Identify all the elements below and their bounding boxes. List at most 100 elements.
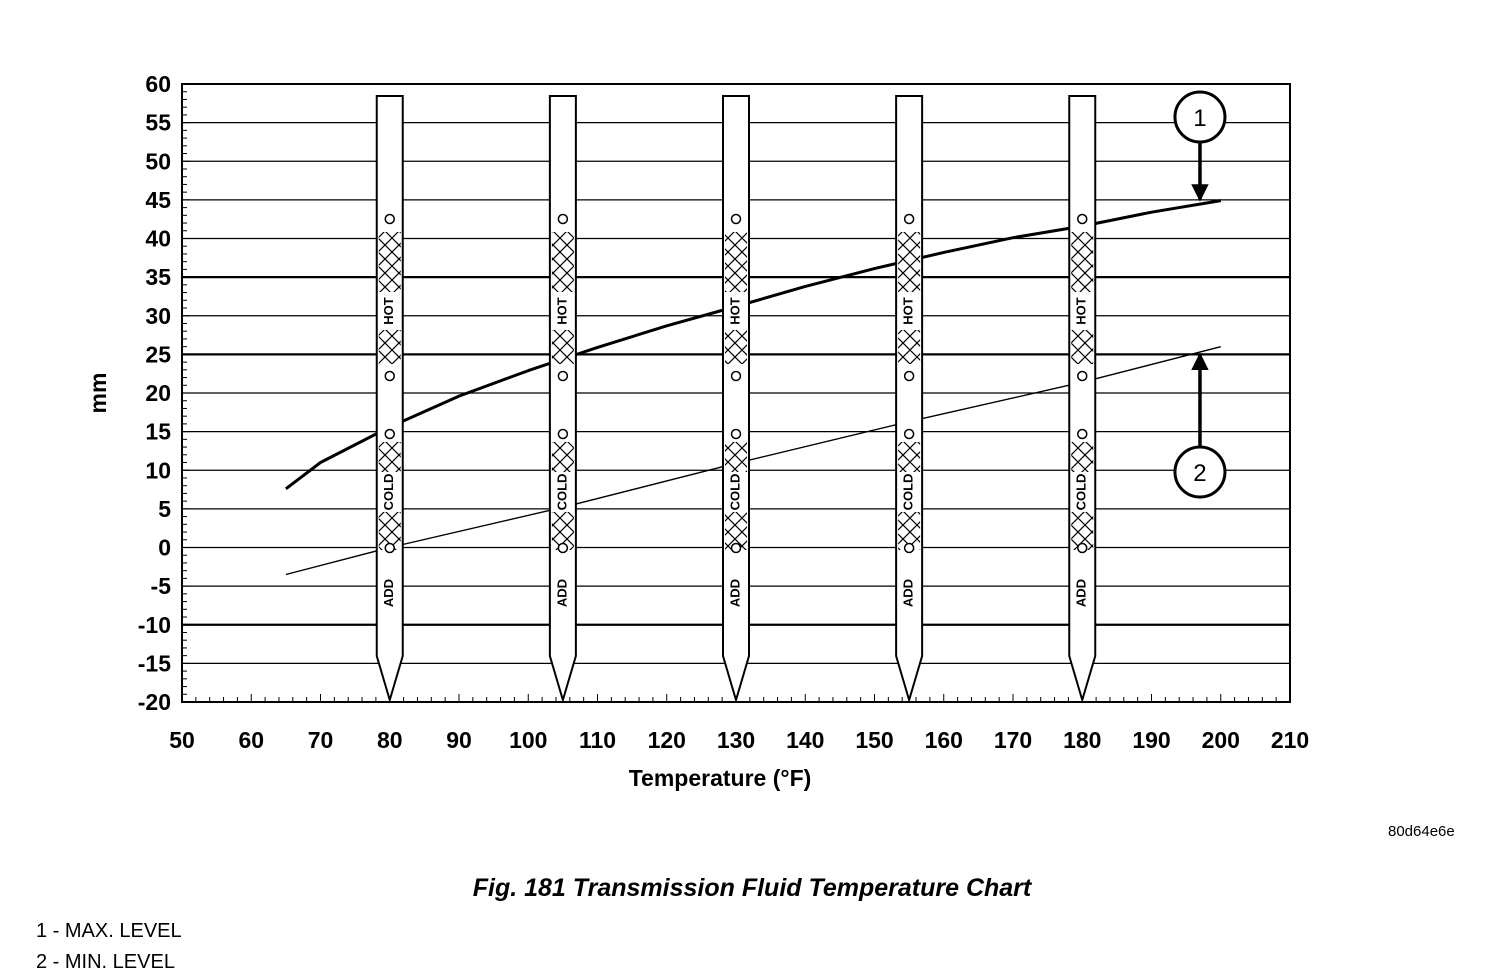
y-tick-label: 5 bbox=[158, 496, 171, 522]
y-tick-label: 0 bbox=[158, 535, 171, 561]
hot-zone-hatch bbox=[378, 232, 401, 292]
x-tick-label: 100 bbox=[509, 727, 547, 753]
dipstick-body bbox=[548, 95, 577, 704]
dipstick-label-hot: HOT bbox=[1074, 297, 1089, 325]
x-tick-label: 210 bbox=[1271, 727, 1309, 753]
dipstick-hole bbox=[1077, 370, 1088, 382]
dipstick-hole bbox=[730, 428, 742, 440]
dipstick-hole bbox=[1077, 213, 1088, 225]
dipstick-label-add: ADD bbox=[554, 579, 569, 607]
hot-zone-hatch bbox=[898, 232, 921, 292]
x-tick-label: 90 bbox=[446, 727, 472, 753]
y-tick-label: 50 bbox=[145, 148, 171, 174]
y-tick-label: -15 bbox=[138, 650, 171, 676]
dipstick-label-add: ADD bbox=[381, 579, 396, 607]
y-tick-label: 15 bbox=[145, 419, 171, 445]
cold-zone-hatch bbox=[1071, 512, 1094, 550]
dipstick-body bbox=[375, 95, 404, 704]
x-tick-label: 150 bbox=[855, 727, 893, 753]
y-tick-label: 20 bbox=[145, 380, 171, 406]
dipstick-body bbox=[1068, 95, 1097, 704]
dipstick-hole bbox=[557, 213, 569, 225]
dipstick-label-hot: HOT bbox=[554, 297, 569, 325]
cold-zone-hatch bbox=[898, 512, 921, 550]
dipstick-hole bbox=[557, 542, 569, 554]
y-tick-label: -20 bbox=[138, 689, 171, 715]
dipstick-body bbox=[895, 95, 924, 704]
dipstick-hole bbox=[903, 370, 915, 382]
dipstick-label-cold: COLD bbox=[1074, 474, 1089, 511]
cold-zone-hatch bbox=[1071, 442, 1094, 472]
y-tick-label: 30 bbox=[145, 303, 171, 329]
dipstick-hole bbox=[903, 213, 915, 225]
cold-zone-hatch bbox=[378, 442, 401, 472]
plot-frame bbox=[181, 83, 1291, 703]
series-line-1 bbox=[284, 199, 1222, 490]
cold-zone-hatch bbox=[378, 512, 401, 550]
x-axis-title: Temperature (°F) bbox=[629, 765, 812, 791]
tick-labels: -20 -15 -10 -5 0 5 10 15 20 25 30 35 40 45 50 55 60 50 60 7… bbox=[138, 71, 1309, 753]
dipstick-105: HOT COLD ADD bbox=[548, 95, 577, 704]
cold-zone-hatch bbox=[898, 442, 921, 472]
dipstick-hole bbox=[384, 213, 395, 225]
x-tick-label: 180 bbox=[1063, 727, 1101, 753]
x-tick-label: 80 bbox=[377, 727, 403, 753]
x-tick-label: 200 bbox=[1202, 727, 1240, 753]
y-tick-label: 45 bbox=[145, 187, 171, 213]
dipstick-130: HOT COLD ADD bbox=[722, 95, 750, 704]
y-tick-label: 25 bbox=[145, 341, 171, 367]
x-tick-label: 110 bbox=[579, 727, 616, 753]
dipstick-label-hot: HOT bbox=[727, 297, 742, 325]
callout-number: 2 bbox=[1193, 460, 1206, 487]
x-tick-label: 60 bbox=[238, 727, 264, 753]
cold-zone-hatch bbox=[551, 442, 574, 472]
x-tick-label: 170 bbox=[994, 727, 1032, 753]
x-tick-label: 130 bbox=[717, 727, 755, 753]
callout-circle bbox=[1173, 445, 1227, 499]
dipstick-hole bbox=[730, 542, 742, 554]
hot-zone-hatch bbox=[1071, 232, 1094, 292]
dipstick-label-add: ADD bbox=[901, 579, 916, 607]
hot-zone-hatch bbox=[725, 232, 747, 292]
dipstick-label-add: ADD bbox=[727, 579, 742, 607]
legend-item-min: 2 - MIN. LEVEL bbox=[36, 951, 175, 973]
y-tick-label: 55 bbox=[145, 110, 171, 136]
dipstick-label-hot: HOT bbox=[381, 297, 396, 325]
dipstick-hole bbox=[903, 428, 915, 440]
x-tick-label: 70 bbox=[308, 727, 334, 753]
x-tick-label: 50 bbox=[169, 727, 195, 753]
hot-zone-hatch bbox=[1071, 330, 1094, 364]
dipstick-hole bbox=[1077, 542, 1088, 554]
dipstick-label-cold: COLD bbox=[554, 474, 569, 511]
dipstick-label-cold: COLD bbox=[901, 474, 916, 511]
dipstick-label-cold: COLD bbox=[381, 474, 396, 511]
y-tick-label: -10 bbox=[138, 612, 171, 638]
cold-zone-hatch bbox=[725, 442, 747, 472]
callout-2: 2 bbox=[1173, 352, 1227, 499]
cold-zone-hatch bbox=[551, 512, 574, 550]
dipsticks: HOT COLD ADD HOT COLD ADD HOT COLD ADD HOT COLD ADD… bbox=[375, 95, 1097, 704]
hot-zone-hatch bbox=[725, 330, 747, 364]
fluid-temperature-chart: HOT COLD ADD HOT COLD ADD HOT COLD ADD HOT COLD ADD… bbox=[85, 71, 1309, 791]
hot-zone-hatch bbox=[898, 330, 921, 364]
dipstick-label-hot: HOT bbox=[901, 297, 916, 325]
x-tick-label: 190 bbox=[1132, 727, 1170, 753]
y-tick-label: 10 bbox=[145, 457, 171, 483]
y-tick-label: 35 bbox=[145, 264, 171, 290]
dipstick-hole bbox=[1077, 428, 1088, 440]
hot-zone-hatch bbox=[378, 330, 401, 364]
reference-code: 80d64e6e bbox=[1388, 823, 1455, 840]
figure-caption: Fig. 181 Transmission Fluid Temperature … bbox=[472, 874, 1032, 902]
dipstick-155: HOT COLD ADD bbox=[895, 95, 924, 704]
x-tick-label: 120 bbox=[648, 727, 686, 753]
y-tick-label: -5 bbox=[151, 573, 172, 599]
y-tick-label: 60 bbox=[145, 71, 171, 97]
dipstick-hole bbox=[730, 370, 742, 382]
callout-number: 1 bbox=[1193, 105, 1206, 132]
callout-1: 1 bbox=[1173, 90, 1227, 202]
dipstick-hole bbox=[557, 428, 569, 440]
y-tick-label: 40 bbox=[145, 226, 171, 252]
dipstick-label-cold: COLD bbox=[727, 474, 742, 511]
dipstick-80: HOT COLD ADD bbox=[375, 95, 404, 704]
dipstick-180: HOT COLD ADD bbox=[1068, 95, 1097, 704]
